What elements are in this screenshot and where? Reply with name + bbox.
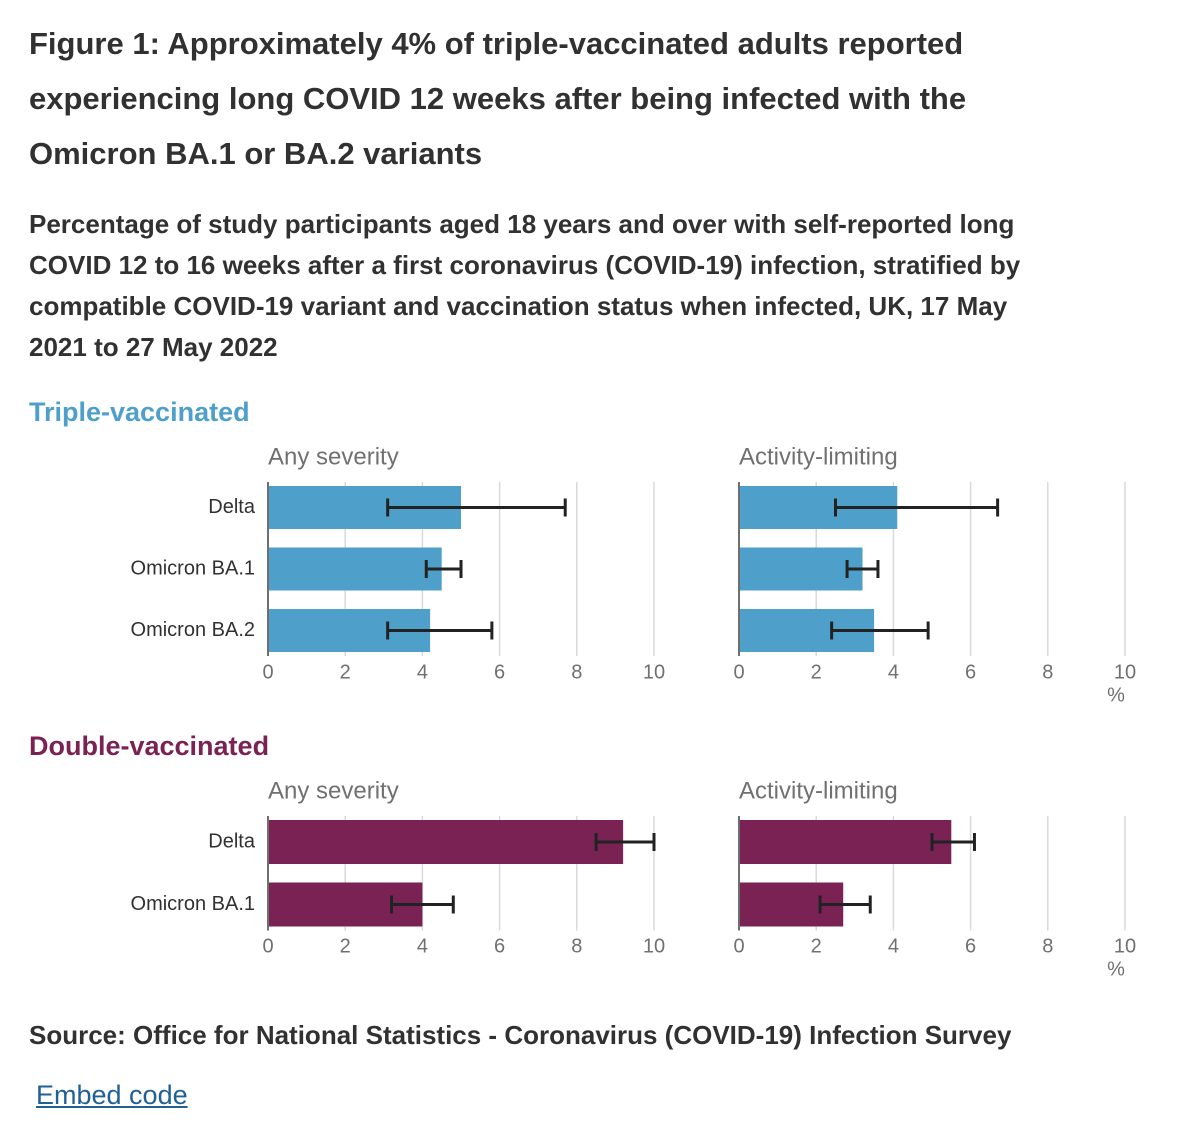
x-tick-label: 0 [262,935,273,957]
category-label: Omicron BA.1 [131,557,255,579]
category-label: Omicron BA.1 [131,893,255,915]
panel-title: Any severity [268,443,399,470]
x-tick-label: 2 [811,661,822,683]
bar-omicron-ba-1 [739,547,863,591]
chart-subtitle: Percentage of study participants aged 18… [29,209,1021,362]
x-tick-label: 6 [494,661,505,683]
x-tick-label: 8 [1042,935,1053,957]
category-label: Omicron BA.2 [131,619,255,641]
bar-delta [739,820,952,864]
x-tick-label: 4 [888,935,899,957]
x-axis-unit: % [1107,684,1125,706]
x-tick-label: 8 [571,935,582,957]
bar-delta [268,820,624,864]
x-tick-label: 4 [417,935,428,957]
x-tick-label: 2 [811,935,822,957]
panel-title: Any severity [268,777,399,804]
x-tick-label: 2 [340,935,351,957]
x-tick-label: 8 [571,661,582,683]
x-tick-label: 10 [643,935,665,957]
panel-title: Activity-limiting [739,443,898,470]
chart-title: Figure 1: Approximately 4% of triple-vac… [29,26,967,171]
x-tick-label: 4 [417,661,428,683]
x-tick-label: 6 [494,935,505,957]
panel-title: Activity-limiting [739,777,898,804]
category-label: Delta [208,496,256,518]
bar-omicron-ba-1 [268,547,442,591]
x-tick-label: 10 [643,661,665,683]
x-tick-label: 0 [262,661,273,683]
x-tick-label: 10 [1114,661,1136,683]
x-axis-unit: % [1107,958,1125,980]
x-tick-label: 2 [340,661,351,683]
group-heading: Double-vaccinated [29,731,269,761]
x-tick-label: 0 [733,935,744,957]
group-heading: Triple-vaccinated [29,397,250,427]
x-tick-label: 6 [965,661,976,683]
source-note: Source: Office for National Statistics -… [29,1020,1012,1050]
x-tick-label: 10 [1114,935,1136,957]
x-tick-label: 4 [888,661,899,683]
category-label: Delta [208,830,256,852]
embed-code-link[interactable]: Embed code [36,1080,188,1110]
x-tick-label: 0 [733,661,744,683]
x-tick-label: 8 [1042,661,1053,683]
x-tick-label: 6 [965,935,976,957]
